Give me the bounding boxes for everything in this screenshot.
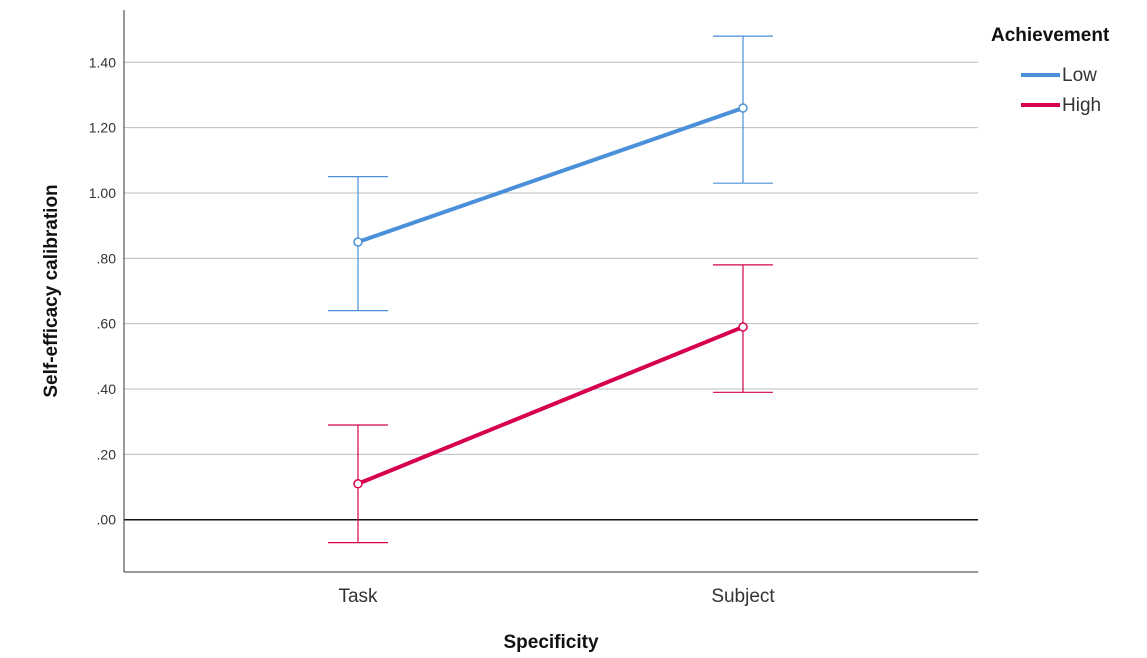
x-axis-title: Specificity [503, 632, 598, 653]
y-axis-title: Self-efficacy calibration [41, 184, 62, 397]
x-tick-label: Subject [711, 586, 775, 607]
y-tick-label: .40 [97, 381, 117, 397]
y-tick-label: 1.20 [89, 120, 116, 136]
y-tick-label: .60 [97, 316, 117, 332]
legend: Achievement Low High [991, 25, 1110, 116]
y-tick-label: 1.40 [89, 54, 116, 70]
axes [123, 10, 978, 573]
legend-item: High [1021, 95, 1101, 116]
y-tick-label: .80 [97, 250, 117, 266]
y-tick-labels: .00 .20 .40 .60 .80 1.00 1.20 1.40 [89, 54, 116, 527]
data-point [353, 237, 363, 247]
series-line [356, 324, 745, 486]
y-tick-label: 1.00 [89, 185, 116, 201]
x-tick-labels: Task Subject [338, 586, 775, 607]
data-point [738, 322, 748, 332]
series-high [328, 264, 773, 544]
legend-label: Low [1062, 65, 1097, 86]
series [328, 35, 773, 544]
data-point [353, 479, 363, 489]
data-point [738, 103, 748, 113]
y-tick-label: .20 [97, 446, 117, 462]
grid-lines [124, 61, 978, 521]
series-line [356, 106, 745, 244]
legend-label: High [1062, 95, 1101, 116]
series-low [328, 35, 773, 312]
x-tick-label: Task [338, 586, 378, 607]
y-tick-label: .00 [97, 512, 117, 528]
legend-title: Achievement [991, 25, 1110, 46]
legend-item: Low [1021, 65, 1097, 86]
legend-items: Low High [1021, 65, 1101, 116]
